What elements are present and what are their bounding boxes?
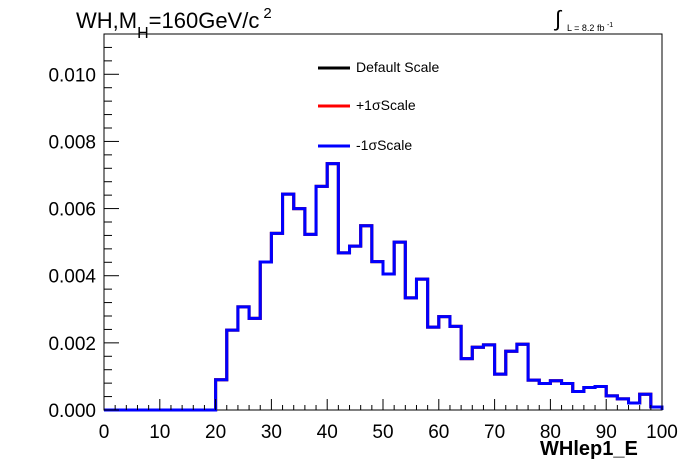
integral-symbol: ∫ xyxy=(555,6,562,31)
x-tick-label: 10 xyxy=(149,422,170,443)
title-superscript: 2 xyxy=(263,5,272,22)
y-tick-label: 0.010 xyxy=(48,65,96,86)
lumi-text: L = 8.2 fb xyxy=(567,23,605,33)
x-tick-label: 0 xyxy=(99,422,110,443)
series-line-1 xyxy=(104,162,664,412)
title-value: =160GeV/c xyxy=(148,8,260,33)
x-tick-label: 30 xyxy=(261,422,282,443)
series-line-0 xyxy=(104,162,664,412)
y-tick-label: 0.002 xyxy=(48,334,96,355)
y-tick-label: 0.000 xyxy=(48,401,96,422)
y-tick-label: 0.004 xyxy=(48,267,96,288)
x-axis-title: WHlep1_E xyxy=(540,438,638,460)
x-tick-label: 50 xyxy=(372,422,393,443)
y-tick-label: 0.006 xyxy=(48,200,96,221)
title-prefix: WH,M xyxy=(76,8,138,33)
series-line-2 xyxy=(104,162,664,412)
x-tick-label: 60 xyxy=(428,422,449,443)
x-tick-label: 100 xyxy=(646,422,678,443)
legend-label-1: +1σScale xyxy=(356,97,416,113)
lumi-exponent: -1 xyxy=(606,22,614,29)
plot-frame xyxy=(103,33,663,411)
x-tick-label: 90 xyxy=(596,422,617,443)
legend-label-0: Default Scale xyxy=(356,59,440,75)
x-tick-label: 80 xyxy=(540,422,561,443)
x-tick-label: 70 xyxy=(484,422,505,443)
x-tick-label: 40 xyxy=(317,422,338,443)
x-tick-label: 20 xyxy=(205,422,226,443)
y-tick-label: 0.008 xyxy=(48,132,96,153)
legend-label-2: -1σScale xyxy=(356,137,413,153)
